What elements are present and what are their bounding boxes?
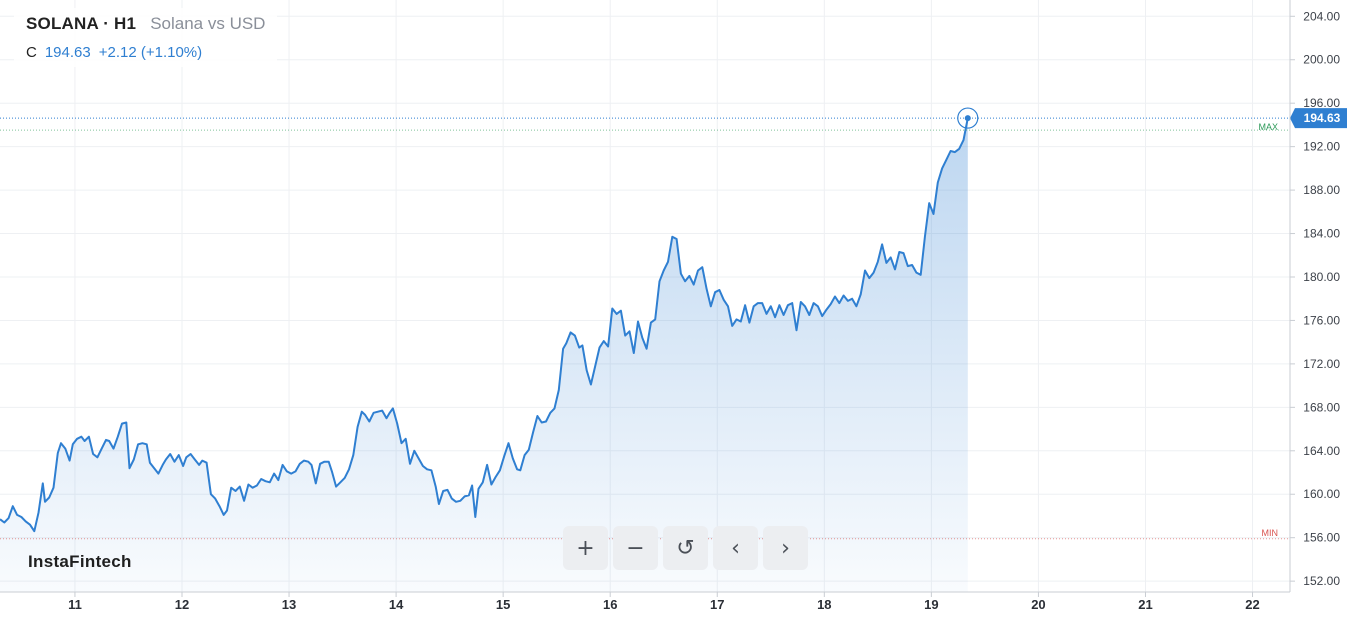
close-value: 194.63 [44, 44, 91, 61]
x-tick-label: 22 [1245, 597, 1259, 612]
area-fill-path [0, 118, 968, 592]
x-tick-label: 17 [710, 597, 724, 612]
symbol-label: SOLANA · H1 [26, 14, 137, 33]
y-tick-label: 184.00 [1303, 227, 1340, 241]
y-tick-label: 188.00 [1303, 183, 1340, 197]
x-tick-label: 11 [68, 597, 82, 612]
y-tick-label: 160.00 [1303, 487, 1340, 501]
change-value: +2.12 (+1.10%) [98, 44, 203, 61]
instrument-description: Solana vs USD [150, 14, 266, 33]
price-tag-box [1290, 108, 1347, 129]
y-tick-label: 204.00 [1303, 9, 1340, 23]
y-tick-label: 196.00 [1303, 96, 1340, 110]
last-point-dot [964, 115, 971, 122]
zoom-out-button[interactable]: − [613, 526, 658, 570]
x-tick-label: 12 [175, 597, 189, 612]
zoom-in-button[interactable]: + [563, 526, 608, 570]
area-fill [0, 118, 968, 592]
y-tick-label: 164.00 [1303, 444, 1340, 458]
x-tick-label: 20 [1031, 597, 1045, 612]
series-line [0, 117, 969, 533]
price-tag-label: 194.63 [1304, 111, 1341, 125]
y-tick-label: 192.00 [1303, 140, 1340, 154]
y-tick-label: 180.00 [1303, 270, 1340, 284]
x-tick-label: 15 [496, 597, 510, 612]
x-tick-label: 14 [389, 597, 404, 612]
chart-legend: SOLANA · H1 Solana vs USD C 194.63 +2.12 (+… [14, 8, 278, 67]
close-label: C [26, 44, 37, 61]
scroll-back-button[interactable]: ‹ [713, 526, 758, 570]
x-tick-label: 16 [603, 597, 617, 612]
y-tick-label: 156.00 [1303, 531, 1340, 545]
y-tick-label: 172.00 [1303, 357, 1340, 371]
x-tick-label: 21 [1138, 597, 1152, 612]
chart-toolbar: + − ↺ ‹ › [563, 526, 808, 570]
x-tick-label: 19 [924, 597, 938, 612]
x-tick-label: 18 [817, 597, 831, 612]
x-tick-label: 13 [282, 597, 296, 612]
max-label: MAX [1258, 122, 1278, 132]
brand-logo: InstaFintech [28, 552, 132, 571]
axes: 152.00 156.00 160.00 164.00 168.00 172.00 176.… [0, 0, 1340, 612]
min-label: MIN [1262, 528, 1279, 538]
scroll-forward-button[interactable]: › [763, 526, 808, 570]
y-tick-label: 152.00 [1303, 574, 1340, 588]
y-tick-label: 200.00 [1303, 53, 1340, 67]
y-tick-label: 176.00 [1303, 313, 1340, 327]
last-point-ring [957, 107, 979, 129]
y-tick-label: 168.00 [1303, 400, 1340, 414]
reset-button[interactable]: ↺ [663, 526, 708, 570]
series-line-group [0, 117, 969, 533]
